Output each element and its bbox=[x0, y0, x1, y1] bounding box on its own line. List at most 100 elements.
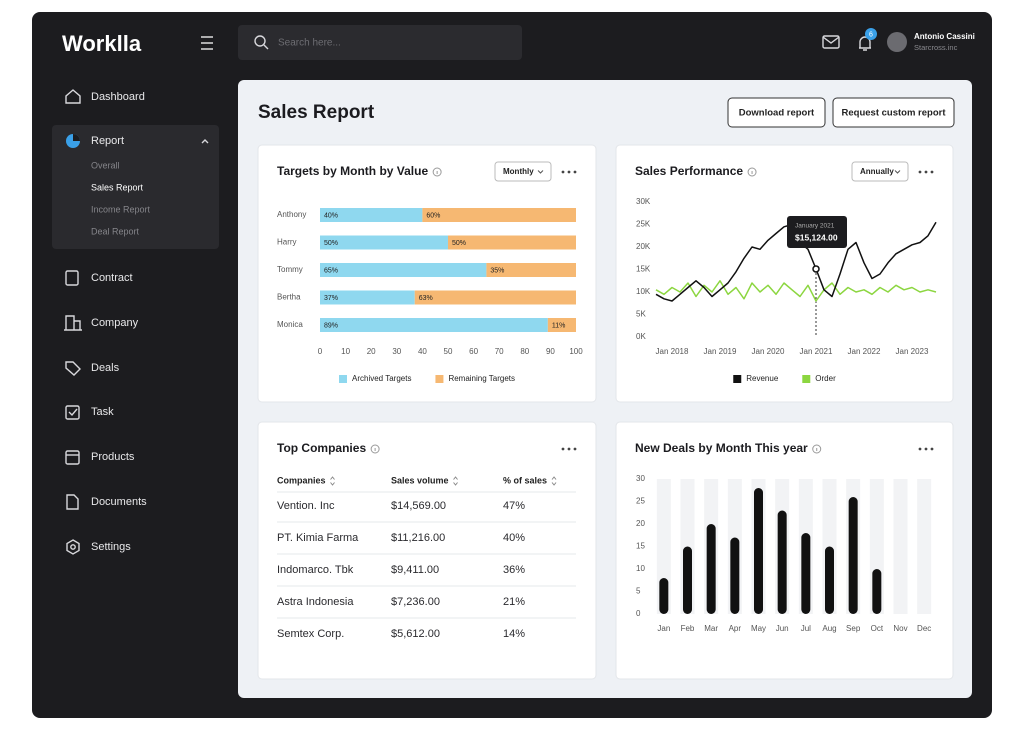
y-tick-label: 0 bbox=[636, 609, 641, 618]
x-tick-label: 70 bbox=[495, 347, 504, 356]
mail-icon[interactable] bbox=[822, 35, 840, 49]
x-tick-label: Apr bbox=[729, 624, 742, 633]
table-cell: $11,216.00 bbox=[391, 532, 445, 544]
x-tick-label: Dec bbox=[917, 624, 931, 633]
more-menu[interactable] bbox=[918, 447, 934, 451]
bar bbox=[706, 524, 716, 614]
user-avatar[interactable] bbox=[887, 32, 907, 52]
nav-item[interactable]: Products bbox=[91, 451, 135, 463]
x-tick-label: Aug bbox=[822, 624, 836, 633]
user-company: Starcross.inc bbox=[914, 43, 958, 52]
data-label: 65% bbox=[324, 267, 338, 274]
notification-count: 6 bbox=[869, 31, 873, 38]
submenu-item[interactable]: Sales Report bbox=[91, 182, 144, 192]
nav-item[interactable]: Dashboard bbox=[91, 91, 145, 103]
info-icon bbox=[747, 167, 757, 177]
search-box[interactable] bbox=[238, 25, 522, 60]
menu-dot bbox=[561, 447, 565, 451]
user-name: Antonio Cassini bbox=[914, 32, 975, 41]
data-label: 11% bbox=[552, 322, 566, 329]
menu-dot bbox=[567, 170, 571, 174]
bar-segment bbox=[320, 318, 548, 332]
x-tick-label: Jul bbox=[801, 624, 811, 633]
x-tick-label: Sep bbox=[846, 624, 861, 633]
table-cell: 40% bbox=[503, 532, 525, 544]
sort-icon bbox=[551, 476, 557, 486]
report-collapse-chevron[interactable] bbox=[201, 139, 209, 144]
x-tick-label: Jun bbox=[776, 624, 789, 633]
submenu-item[interactable]: Income Report bbox=[91, 204, 151, 214]
card bbox=[257, 421, 597, 680]
bar-segment bbox=[320, 208, 423, 222]
nav-item[interactable]: Company bbox=[91, 317, 139, 329]
custom-report-button-label: Request custom report bbox=[842, 108, 947, 119]
column-header[interactable]: Companies bbox=[277, 475, 326, 485]
nav-item[interactable]: Documents bbox=[91, 496, 147, 508]
more-menu[interactable] bbox=[561, 170, 577, 174]
menu-toggle[interactable] bbox=[201, 36, 213, 50]
x-tick-label: Jan 2020 bbox=[752, 347, 785, 356]
x-tick-label: Jan 2023 bbox=[896, 347, 929, 356]
nav-icons bbox=[64, 89, 82, 555]
card-title: Targets by Month by Value bbox=[277, 164, 428, 178]
table-cell: Semtex Corp. bbox=[277, 628, 344, 640]
data-label: 50% bbox=[324, 240, 338, 247]
x-tick-label: Oct bbox=[871, 624, 884, 633]
x-tick-label: 10 bbox=[341, 347, 350, 356]
nav-item[interactable]: Contract bbox=[91, 272, 133, 284]
nav-item[interactable]: Deals bbox=[91, 362, 120, 374]
sort-icon bbox=[330, 476, 335, 486]
y-tick-label: 25 bbox=[636, 497, 645, 506]
menu-dot bbox=[930, 170, 934, 174]
table-cell: PT. Kimia Farma bbox=[277, 532, 359, 544]
table-cell: Indomarco. Tbk bbox=[277, 564, 354, 576]
tooltip-value: $15,124.00 bbox=[795, 232, 838, 242]
nav-item[interactable]: Settings bbox=[91, 541, 131, 553]
x-tick-label: 20 bbox=[367, 347, 376, 356]
brand-logo[interactable]: Worklla bbox=[62, 31, 142, 56]
more-menu[interactable] bbox=[918, 170, 934, 174]
bar-segment bbox=[320, 290, 415, 305]
custom-report-button[interactable] bbox=[832, 97, 955, 128]
bar bbox=[825, 546, 834, 614]
table-cell: 21% bbox=[503, 596, 525, 608]
nav-item[interactable]: Task bbox=[91, 406, 114, 418]
table-cell: 47% bbox=[503, 500, 525, 512]
page-title: Sales Report bbox=[258, 102, 375, 123]
submenu-item[interactable]: Overall bbox=[91, 160, 120, 170]
bar-segment bbox=[422, 208, 576, 222]
card-title: Sales Performance bbox=[635, 164, 743, 178]
table-cell: $14,569.00 bbox=[391, 500, 446, 512]
y-tick-label: 5K bbox=[636, 310, 646, 319]
y-tick-label: Bertha bbox=[277, 293, 301, 302]
table-cell: 14% bbox=[503, 628, 525, 640]
dropdown[interactable] bbox=[494, 161, 552, 182]
column-header[interactable]: % of sales bbox=[503, 475, 547, 485]
submenu-item[interactable]: Deal Report bbox=[91, 226, 140, 236]
nav-item[interactable]: Report bbox=[91, 135, 124, 147]
dropdown-chevron bbox=[894, 170, 901, 174]
bar-track bbox=[917, 479, 932, 614]
bar-segment bbox=[448, 235, 576, 250]
bar-segment bbox=[320, 235, 448, 250]
more-menu[interactable] bbox=[561, 447, 577, 451]
column-header[interactable]: Sales volume bbox=[391, 475, 449, 485]
y-tick-label: Monica bbox=[277, 320, 303, 329]
report-menu-panel bbox=[52, 125, 219, 249]
download-button-label: Download report bbox=[739, 108, 815, 119]
x-tick-label: 90 bbox=[546, 347, 555, 356]
search-icon-handle bbox=[263, 44, 269, 50]
bar-track bbox=[893, 479, 908, 614]
legend: Revenue Order bbox=[733, 374, 836, 383]
card-title: Top Companies bbox=[277, 441, 366, 455]
info-icon bbox=[370, 444, 380, 454]
bell-icon[interactable] bbox=[859, 36, 871, 51]
data-label: 89% bbox=[324, 322, 338, 329]
download-button[interactable] bbox=[727, 97, 826, 128]
y-tick-label: Tommy bbox=[277, 265, 303, 274]
highlight-point bbox=[812, 265, 820, 273]
data-label: 35% bbox=[490, 267, 504, 274]
table-cell: Vention. Inc bbox=[277, 500, 335, 512]
dropdown[interactable] bbox=[851, 161, 909, 182]
